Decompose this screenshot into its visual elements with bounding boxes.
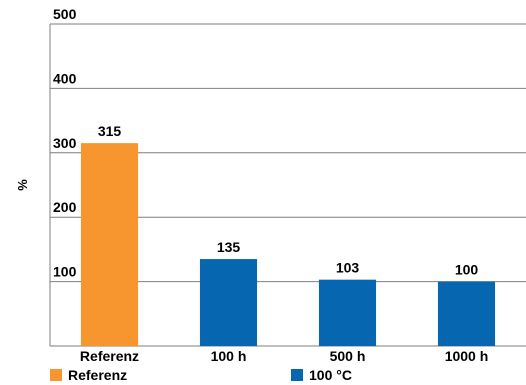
bar-1 — [199, 259, 258, 346]
bars — [80, 143, 496, 346]
legend-label-referenz: Referenz — [68, 367, 128, 383]
legend-swatch-100c — [291, 369, 303, 381]
y-tick-label-500: 500 — [53, 6, 77, 22]
data-labels: 315 135 103 100 — [98, 123, 479, 277]
category-label-1: 100 h — [211, 348, 247, 364]
y-tick-label-200: 200 — [53, 199, 77, 215]
bar-3 — [437, 281, 496, 346]
y-tick-label-100: 100 — [53, 264, 77, 280]
legend-label-100c: 100 °C — [309, 367, 352, 383]
y-axis-label: % — [15, 179, 30, 191]
y-tick-label-300: 300 — [53, 135, 77, 151]
bar-0 — [80, 143, 139, 346]
legend-item-100c: 100 °C — [291, 367, 352, 383]
data-label-2: 103 — [336, 260, 360, 276]
category-label-2: 500 h — [330, 348, 366, 364]
y-tick-labels: 100 200 300 400 500 — [53, 6, 77, 280]
data-label-3: 100 — [455, 262, 479, 278]
category-labels: Referenz 100 h 500 h 1000 h — [80, 348, 488, 364]
legend-item-referenz: Referenz — [50, 367, 127, 383]
y-tick-label-400: 400 — [53, 70, 77, 86]
category-label-3: 1000 h — [445, 348, 489, 364]
data-label-0: 315 — [98, 123, 122, 139]
bar-2 — [318, 279, 377, 346]
data-label-1: 135 — [217, 239, 241, 255]
category-label-0: Referenz — [80, 348, 139, 364]
legend-swatch-referenz — [50, 369, 62, 381]
